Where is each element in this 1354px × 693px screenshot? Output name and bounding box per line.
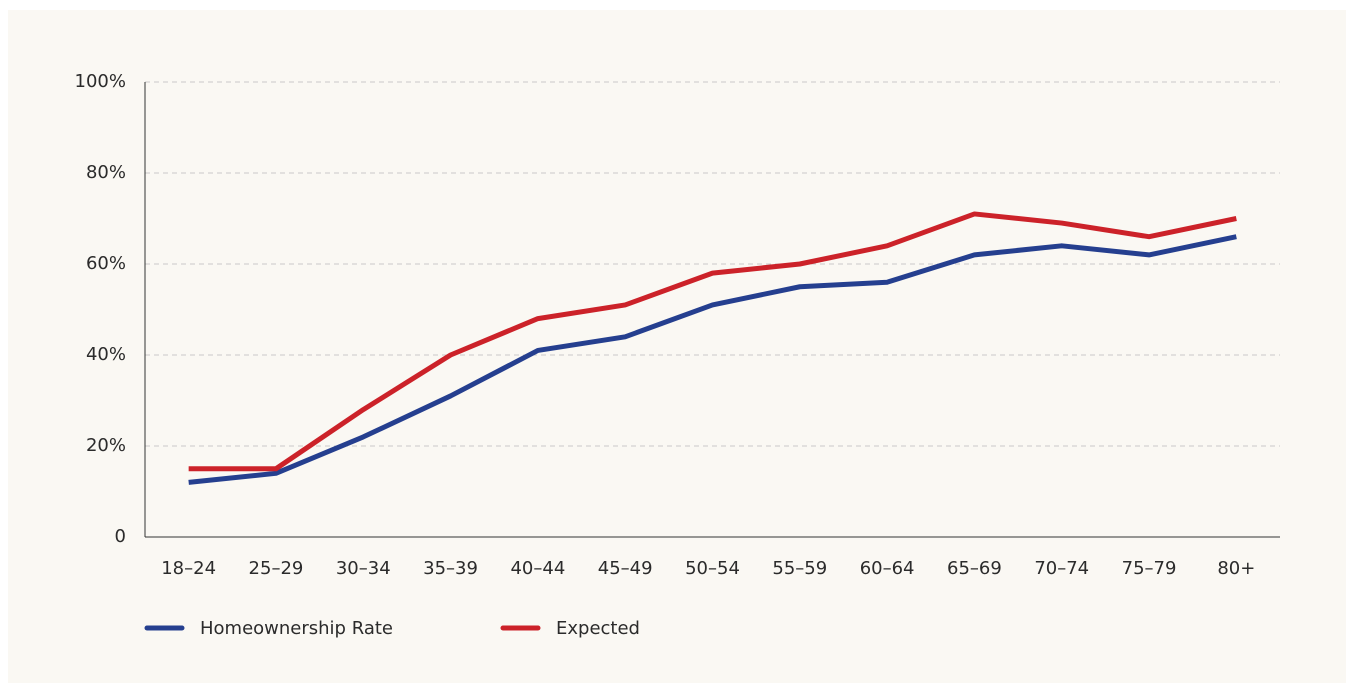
y-tick-label: 100% xyxy=(75,71,126,92)
x-tick-label: 60–64 xyxy=(860,558,915,579)
x-tick-label: 55–59 xyxy=(772,558,827,579)
series-line xyxy=(188,234,1237,485)
x-tick-label: 18–24 xyxy=(161,558,216,579)
series-line xyxy=(188,211,1237,472)
x-tick-label: 35–39 xyxy=(423,558,478,579)
x-tick-label: 25–29 xyxy=(249,558,304,579)
legend-label: Homeownership Rate xyxy=(200,618,393,639)
x-tick-label: 30–34 xyxy=(336,558,391,579)
y-tick-label: 20% xyxy=(86,435,126,456)
x-tick-label: 70–74 xyxy=(1034,558,1089,579)
x-tick-label: 75–79 xyxy=(1122,558,1177,579)
x-tick-label: 40–44 xyxy=(510,558,565,579)
x-tick-label: 45–49 xyxy=(598,558,653,579)
y-tick-label: 0 xyxy=(115,526,126,547)
x-tick-label: 50–54 xyxy=(685,558,740,579)
y-tick-label: 80% xyxy=(86,162,126,183)
x-tick-label: 65–69 xyxy=(947,558,1002,579)
x-tick-label: 80+ xyxy=(1217,558,1255,579)
y-tick-label: 60% xyxy=(86,253,126,274)
y-tick-label: 40% xyxy=(86,344,126,365)
panel xyxy=(8,10,1346,683)
legend-label: Expected xyxy=(556,618,640,639)
